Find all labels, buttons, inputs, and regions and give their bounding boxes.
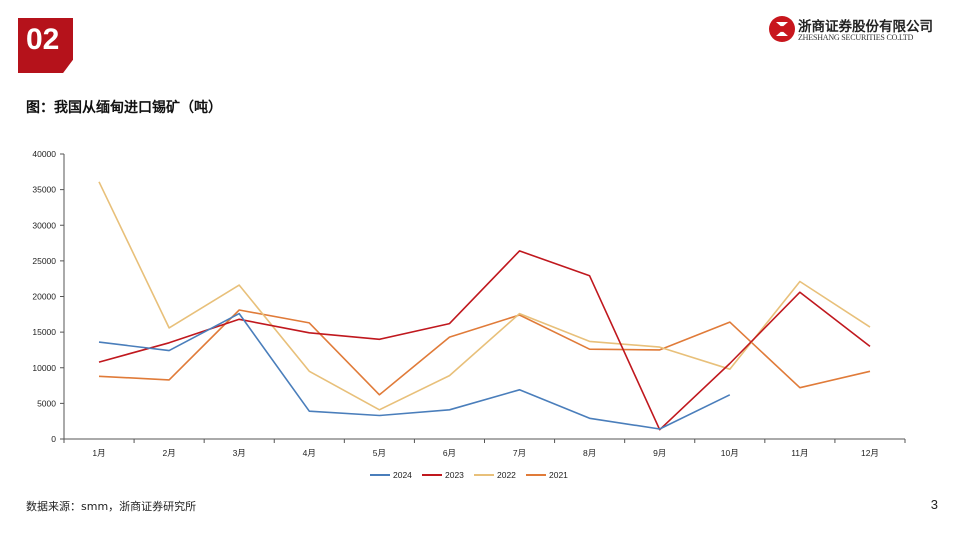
x-tick-label: 1月 — [92, 448, 105, 458]
y-tick-label: 5000 — [37, 398, 56, 408]
legend-label-2024: 2024 — [393, 470, 412, 480]
section-number: 02 — [26, 23, 60, 56]
x-tick-label: 5月 — [373, 448, 386, 458]
company-name-en: ZHESHANG SECURITIES CO.LTD — [798, 33, 914, 42]
x-tick-label: 11月 — [791, 448, 808, 458]
x-tick-label: 9月 — [653, 448, 666, 458]
x-tick-label: 3月 — [233, 448, 246, 458]
x-tick-label: 4月 — [303, 448, 316, 458]
section-badge: 02 — [18, 18, 73, 73]
x-tick-label: 2月 — [163, 448, 176, 458]
y-tick-label: 15000 — [32, 327, 56, 337]
chart-title: 图：我国从缅甸进口锡矿（吨） — [26, 100, 222, 116]
y-tick-label: 40000 — [32, 149, 56, 159]
legend-label-2022: 2022 — [497, 470, 516, 480]
y-tick-label: 30000 — [32, 220, 56, 230]
y-tick-label: 20000 — [32, 292, 56, 302]
x-tick-label: 7月 — [513, 448, 526, 458]
chart-lines — [98, 181, 871, 431]
series-line-2024 — [98, 312, 731, 430]
page-number: 3 — [930, 497, 938, 512]
data-source-note: 数据来源：smm，浙商证券研究所 — [26, 500, 197, 513]
x-tick-label: 6月 — [443, 448, 456, 458]
x-tick-label: 12月 — [861, 448, 879, 458]
series-line-2023 — [98, 250, 871, 431]
x-tick-label: 10月 — [721, 448, 739, 458]
company-name-cn: 浙商证券股份有限公司 — [798, 19, 933, 35]
chart-legend: 2024 2023 2022 2021 — [370, 470, 568, 480]
chart-axes: 0 5000 10000 15000 20000 25000 30000 35000 40000… — [32, 149, 906, 458]
x-tick-label: 8月 — [583, 448, 596, 458]
series-line-2022 — [98, 181, 871, 411]
company-logo-icon — [769, 16, 795, 42]
y-tick-label: 35000 — [32, 185, 56, 195]
legend-label-2023: 2023 — [445, 470, 464, 480]
y-tick-label: 10000 — [32, 363, 56, 373]
y-tick-label: 25000 — [32, 256, 56, 266]
series-line-2021 — [98, 309, 871, 396]
y-tick-label: 0 — [51, 434, 56, 444]
legend-label-2021: 2021 — [549, 470, 568, 480]
